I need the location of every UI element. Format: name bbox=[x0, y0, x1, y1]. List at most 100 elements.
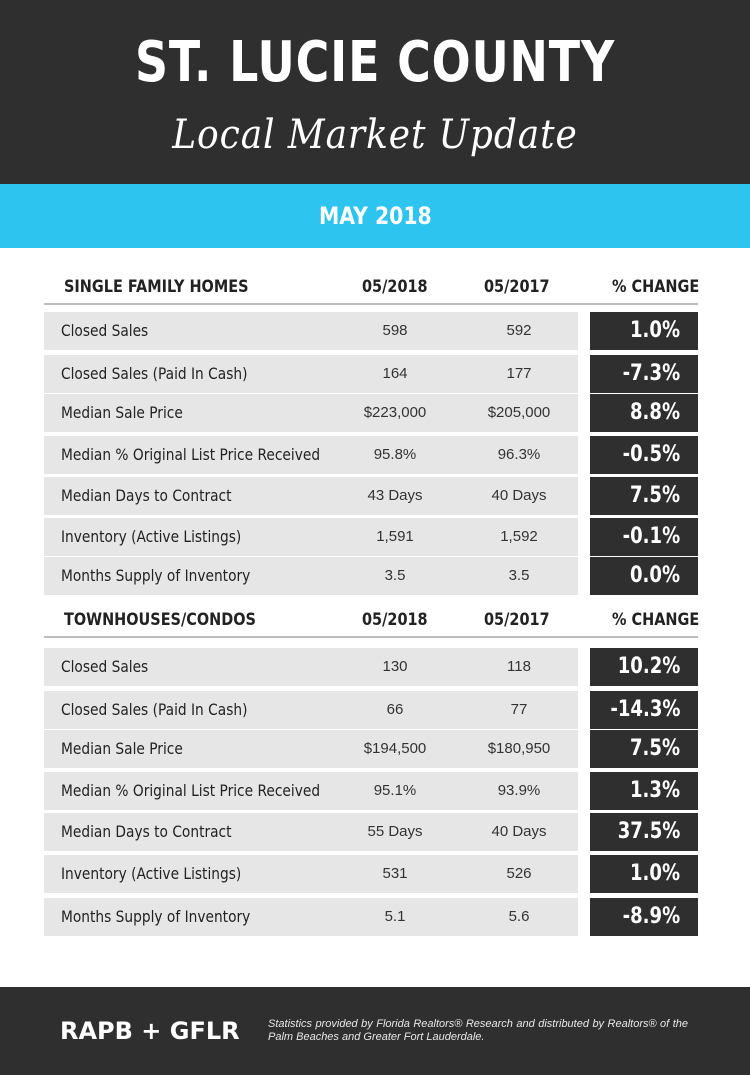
current-value: 130 bbox=[382, 658, 408, 675]
percent-change-value: -0.1% bbox=[622, 524, 680, 549]
percent-change: 1.3% bbox=[590, 772, 698, 810]
percent-change-value: -8.9% bbox=[622, 904, 680, 929]
row-background bbox=[44, 691, 578, 729]
source-note: Statistics provided by Florida Realtors®… bbox=[268, 1018, 688, 1043]
percent-change-value: -0.5% bbox=[622, 442, 680, 467]
metric-label: Median Days to Contract bbox=[61, 486, 232, 505]
row-background bbox=[44, 648, 578, 686]
percent-change-value: 1.3% bbox=[629, 778, 680, 803]
current-value: 66 bbox=[386, 701, 404, 718]
metric-label: Median % Original List Price Received bbox=[61, 781, 321, 800]
percent-change: -0.1% bbox=[590, 518, 698, 556]
percent-change-value: -7.3% bbox=[622, 361, 680, 386]
percent-change-value: 10.2% bbox=[617, 654, 680, 679]
percent-change-value: 1.0% bbox=[629, 318, 680, 343]
row-background bbox=[44, 898, 578, 936]
percent-change: 0.0% bbox=[590, 557, 698, 595]
previous-value: 1,592 bbox=[500, 528, 538, 545]
previous-value: 592 bbox=[506, 322, 532, 339]
table-row: Closed Sales (Paid In Cash) 66 77 -14.3% bbox=[44, 691, 698, 729]
percent-change-value: 37.5% bbox=[617, 819, 680, 844]
previous-value: 526 bbox=[506, 865, 532, 882]
table-row: Median % Original List Price Received 95… bbox=[44, 772, 698, 810]
percent-change-value: 8.8% bbox=[629, 400, 680, 425]
current-value: 3.5 bbox=[384, 567, 406, 584]
current-value: 531 bbox=[382, 865, 408, 882]
current-value: $194,500 bbox=[363, 740, 427, 757]
row-background bbox=[44, 518, 578, 556]
metric-label: Months Supply of Inventory bbox=[61, 566, 251, 585]
previous-value: 177 bbox=[506, 365, 532, 382]
table-row: Months Supply of Inventory 3.5 3.5 0.0% bbox=[44, 557, 698, 595]
column-header-current: 05/2018 bbox=[362, 610, 428, 630]
previous-value: 118 bbox=[507, 658, 531, 675]
current-value: 1,591 bbox=[376, 528, 414, 545]
previous-value: 40 Days bbox=[491, 823, 547, 840]
table-row: Closed Sales (Paid In Cash) 164 177 -7.3… bbox=[44, 355, 698, 393]
table-row: Median Days to Contract 55 Days 40 Days … bbox=[44, 813, 698, 851]
percent-change: -0.5% bbox=[590, 436, 698, 474]
metric-label: Inventory (Active Listings) bbox=[61, 864, 242, 883]
page-header: ST. LUCIE COUNTY Local Market Update bbox=[0, 0, 750, 184]
table-row: Months Supply of Inventory 5.1 5.6 -8.9% bbox=[44, 898, 698, 936]
current-value: 43 Days bbox=[367, 487, 423, 504]
page-title: ST. LUCIE COUNTY bbox=[134, 30, 616, 95]
percent-change: 1.0% bbox=[590, 855, 698, 893]
period-label: MAY 2018 bbox=[318, 202, 432, 230]
current-value: $223,000 bbox=[363, 404, 427, 421]
current-value: 55 Days bbox=[367, 823, 423, 840]
row-background bbox=[44, 394, 578, 432]
metric-label: Median % Original List Price Received bbox=[61, 445, 321, 464]
section-header-single-family: SINGLE FAMILY HOMES 05/2018 05/2017 % CH… bbox=[44, 271, 700, 305]
row-background bbox=[44, 557, 578, 595]
table-row: Inventory (Active Listings) 1,591 1,592 … bbox=[44, 518, 698, 556]
current-value: 95.1% bbox=[373, 782, 417, 799]
table-row: Closed Sales 598 592 1.0% bbox=[44, 312, 698, 350]
current-value: 598 bbox=[382, 322, 408, 339]
percent-change: 10.2% bbox=[590, 648, 698, 686]
table-row: Median Days to Contract 43 Days 40 Days … bbox=[44, 477, 698, 515]
percent-change-value: 7.5% bbox=[629, 483, 680, 508]
page-footer: RAPB + GFLR Statistics provided by Flori… bbox=[0, 987, 750, 1075]
percent-change: -8.9% bbox=[590, 898, 698, 936]
section-title: TOWNHOUSES/CONDOS bbox=[64, 610, 256, 630]
percent-change-value: 0.0% bbox=[629, 563, 680, 588]
current-value: 5.1 bbox=[384, 908, 406, 925]
row-background bbox=[44, 477, 578, 515]
percent-change-value: 1.0% bbox=[629, 861, 680, 886]
previous-value: 77 bbox=[510, 701, 528, 718]
percent-change: 1.0% bbox=[590, 312, 698, 350]
table-row: Median % Original List Price Received 95… bbox=[44, 436, 698, 474]
row-background bbox=[44, 813, 578, 851]
column-header-change: % CHANGE bbox=[612, 610, 700, 630]
row-background bbox=[44, 855, 578, 893]
metric-label: Closed Sales bbox=[61, 657, 149, 676]
column-header-previous: 05/2017 bbox=[484, 610, 550, 630]
previous-value: 3.5 bbox=[508, 567, 530, 584]
table-row: Median Sale Price $223,000 $205,000 8.8% bbox=[44, 394, 698, 432]
column-header-previous: 05/2017 bbox=[484, 277, 550, 297]
percent-change: 8.8% bbox=[590, 394, 698, 432]
metric-label: Median Sale Price bbox=[61, 739, 183, 758]
current-value: 95.8% bbox=[373, 446, 417, 463]
row-background bbox=[44, 436, 578, 474]
row-background bbox=[44, 355, 578, 393]
metric-label: Inventory (Active Listings) bbox=[61, 527, 242, 546]
brand-logo: RAPB + GFLR bbox=[60, 1017, 240, 1045]
current-value: 164 bbox=[382, 365, 408, 382]
row-background bbox=[44, 730, 578, 768]
row-background bbox=[44, 772, 578, 810]
percent-change: -7.3% bbox=[590, 355, 698, 393]
metric-label: Closed Sales bbox=[61, 321, 149, 340]
percent-change: 7.5% bbox=[590, 477, 698, 515]
metric-label: Closed Sales (Paid In Cash) bbox=[61, 700, 248, 719]
column-header-change: % CHANGE bbox=[612, 277, 700, 297]
section-title: SINGLE FAMILY HOMES bbox=[64, 277, 249, 297]
metric-label: Median Days to Contract bbox=[61, 822, 232, 841]
previous-value: 5.6 bbox=[508, 908, 530, 925]
section-header-townhouses-condos: TOWNHOUSES/CONDOS 05/2018 05/2017 % CHAN… bbox=[44, 604, 700, 638]
row-background bbox=[44, 312, 578, 350]
percent-change-value: 7.5% bbox=[629, 736, 680, 761]
percent-change-value: -14.3% bbox=[609, 697, 680, 722]
percent-change: 7.5% bbox=[590, 730, 698, 768]
